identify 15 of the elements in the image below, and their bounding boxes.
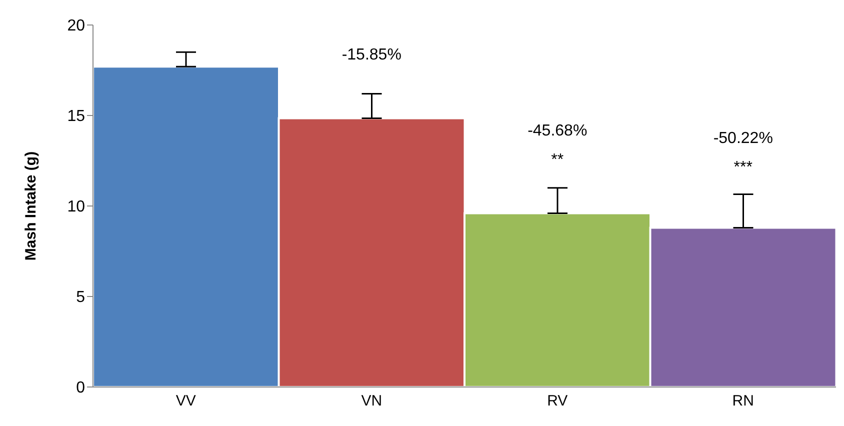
y-tick-label: 20: [67, 18, 86, 35]
y-tick-label: 10: [67, 198, 86, 216]
y-tick-label: 5: [76, 289, 86, 306]
x-tick-label: RN: [732, 392, 754, 410]
annotation: -50.22%: [713, 130, 773, 147]
y-axis-title: Mash Intake (g): [22, 151, 40, 261]
x-tick-label: VV: [176, 392, 196, 410]
annotation: ***: [734, 158, 752, 176]
annotation: -15.85%: [342, 46, 402, 64]
y-tick-label: 15: [67, 108, 86, 126]
x-tick-label: RV: [547, 392, 568, 410]
annotation: **: [551, 152, 564, 169]
y-tick-label: 0: [76, 380, 86, 397]
x-tick-label: VN: [361, 392, 382, 410]
annotation: -45.68%: [528, 122, 588, 140]
